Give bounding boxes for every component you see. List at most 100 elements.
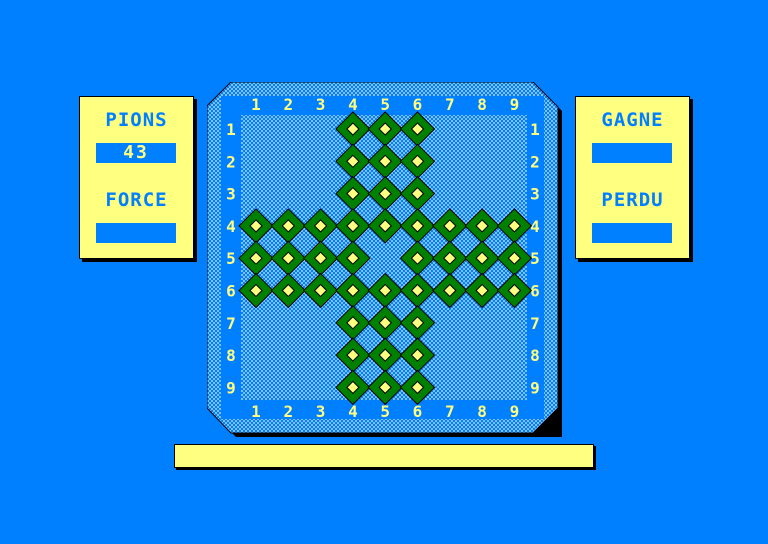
peg: [410, 154, 425, 169]
left-panel: PIONS 43 FORCE: [79, 96, 194, 259]
peg: [507, 219, 522, 233]
peg: [378, 122, 392, 136]
board-cell-peg[interactable]: [496, 240, 533, 276]
top-col-label: 7: [445, 95, 455, 114]
right-row-label: 6: [530, 282, 540, 301]
left-row-label: 4: [226, 217, 236, 236]
left-row-label: 8: [226, 346, 236, 365]
board-cell-peg[interactable]: [464, 208, 500, 244]
peg: [346, 251, 360, 265]
board-cell-peg[interactable]: [238, 272, 274, 309]
board-cells: [238, 111, 533, 406]
bottom-col-label: 7: [445, 402, 455, 421]
peg: [475, 283, 489, 298]
board-cell-peg[interactable]: [399, 111, 436, 147]
peg: [410, 219, 425, 233]
board-cell-peg[interactable]: [335, 175, 371, 212]
peg: [378, 154, 392, 169]
board-cell-peg[interactable]: [399, 240, 436, 276]
peg: [281, 251, 296, 265]
board-cell-peg[interactable]: [432, 272, 468, 309]
right-row-label: 7: [530, 314, 540, 333]
board-cell-peg[interactable]: [367, 272, 403, 309]
peg: [249, 219, 263, 233]
peg: [346, 283, 360, 298]
peg: [410, 122, 425, 136]
peg: [346, 380, 360, 395]
peg: [378, 316, 392, 330]
board-cell-peg[interactable]: [270, 272, 307, 309]
peg: [443, 283, 457, 298]
peg: [410, 380, 425, 395]
board-cell-peg[interactable]: [464, 272, 500, 309]
peg: [313, 219, 328, 233]
bottom-col-label: 6: [413, 402, 423, 421]
board-cell-peg[interactable]: [302, 208, 339, 244]
peg: [378, 186, 392, 201]
board-cell-peg[interactable]: [399, 143, 436, 180]
peg: [378, 219, 392, 233]
board-cell-peg[interactable]: [496, 272, 533, 309]
bottom-col-label: 4: [348, 402, 358, 421]
peg: [507, 251, 522, 265]
left-row-label: 5: [226, 249, 236, 268]
peg: [410, 348, 425, 362]
peg: [507, 283, 522, 298]
gagne-label: GAGNE: [601, 109, 664, 131]
board-cell-peg[interactable]: [335, 369, 371, 406]
bottom-col-label: 3: [316, 402, 326, 421]
board-cell-peg[interactable]: [335, 143, 371, 180]
peg: [443, 251, 457, 265]
bottom-col-label: 2: [283, 402, 293, 421]
pions-value: 43: [96, 143, 176, 163]
perdu-value: [592, 223, 672, 243]
peg: [313, 283, 328, 298]
bottom-col-label: 1: [251, 402, 261, 421]
peg: [346, 316, 360, 330]
peg: [378, 283, 392, 298]
board-cell-peg[interactable]: [367, 369, 403, 406]
peg: [346, 348, 360, 362]
pions-label: PIONS: [105, 109, 168, 131]
right-row-label: 8: [530, 346, 540, 365]
peg: [410, 283, 425, 298]
board-cell-peg[interactable]: [399, 369, 436, 406]
board-cell-peg[interactable]: [367, 208, 403, 244]
board-cell-peg[interactable]: [302, 272, 339, 309]
peg: [410, 186, 425, 201]
peg: [378, 348, 392, 362]
top-col-label: 5: [380, 95, 390, 114]
board-cell-peg[interactable]: [335, 240, 371, 276]
bottom-col-label: 8: [477, 402, 487, 421]
perdu-label: PERDU: [601, 189, 664, 211]
left-row-label: 6: [226, 282, 236, 301]
left-row-label: 1: [226, 120, 236, 139]
left-row-label: 2: [226, 152, 236, 171]
board-cell-peg[interactable]: [335, 305, 371, 341]
peg: [346, 122, 360, 136]
peg: [249, 251, 263, 265]
peg: [249, 283, 263, 298]
right-row-label: 4: [530, 217, 540, 236]
right-row-label: 3: [530, 185, 540, 204]
force-label: FORCE: [105, 189, 168, 211]
top-col-label: 2: [283, 95, 293, 114]
board-cell-peg[interactable]: [367, 305, 403, 341]
bottom-col-label: 9: [510, 402, 520, 421]
board-cell-peg[interactable]: [270, 240, 307, 276]
board-cell-peg[interactable]: [367, 111, 403, 147]
top-col-label: 8: [477, 95, 487, 114]
bottom-col-label: 5: [380, 402, 390, 421]
right-row-label: 5: [530, 249, 540, 268]
peg: [410, 316, 425, 330]
peg: [346, 154, 360, 169]
peg: [443, 219, 457, 233]
right-row-label: 9: [530, 378, 540, 397]
peg: [378, 380, 392, 395]
board-cell-peg[interactable]: [399, 305, 436, 341]
peg: [410, 251, 425, 265]
peg: [281, 283, 296, 298]
